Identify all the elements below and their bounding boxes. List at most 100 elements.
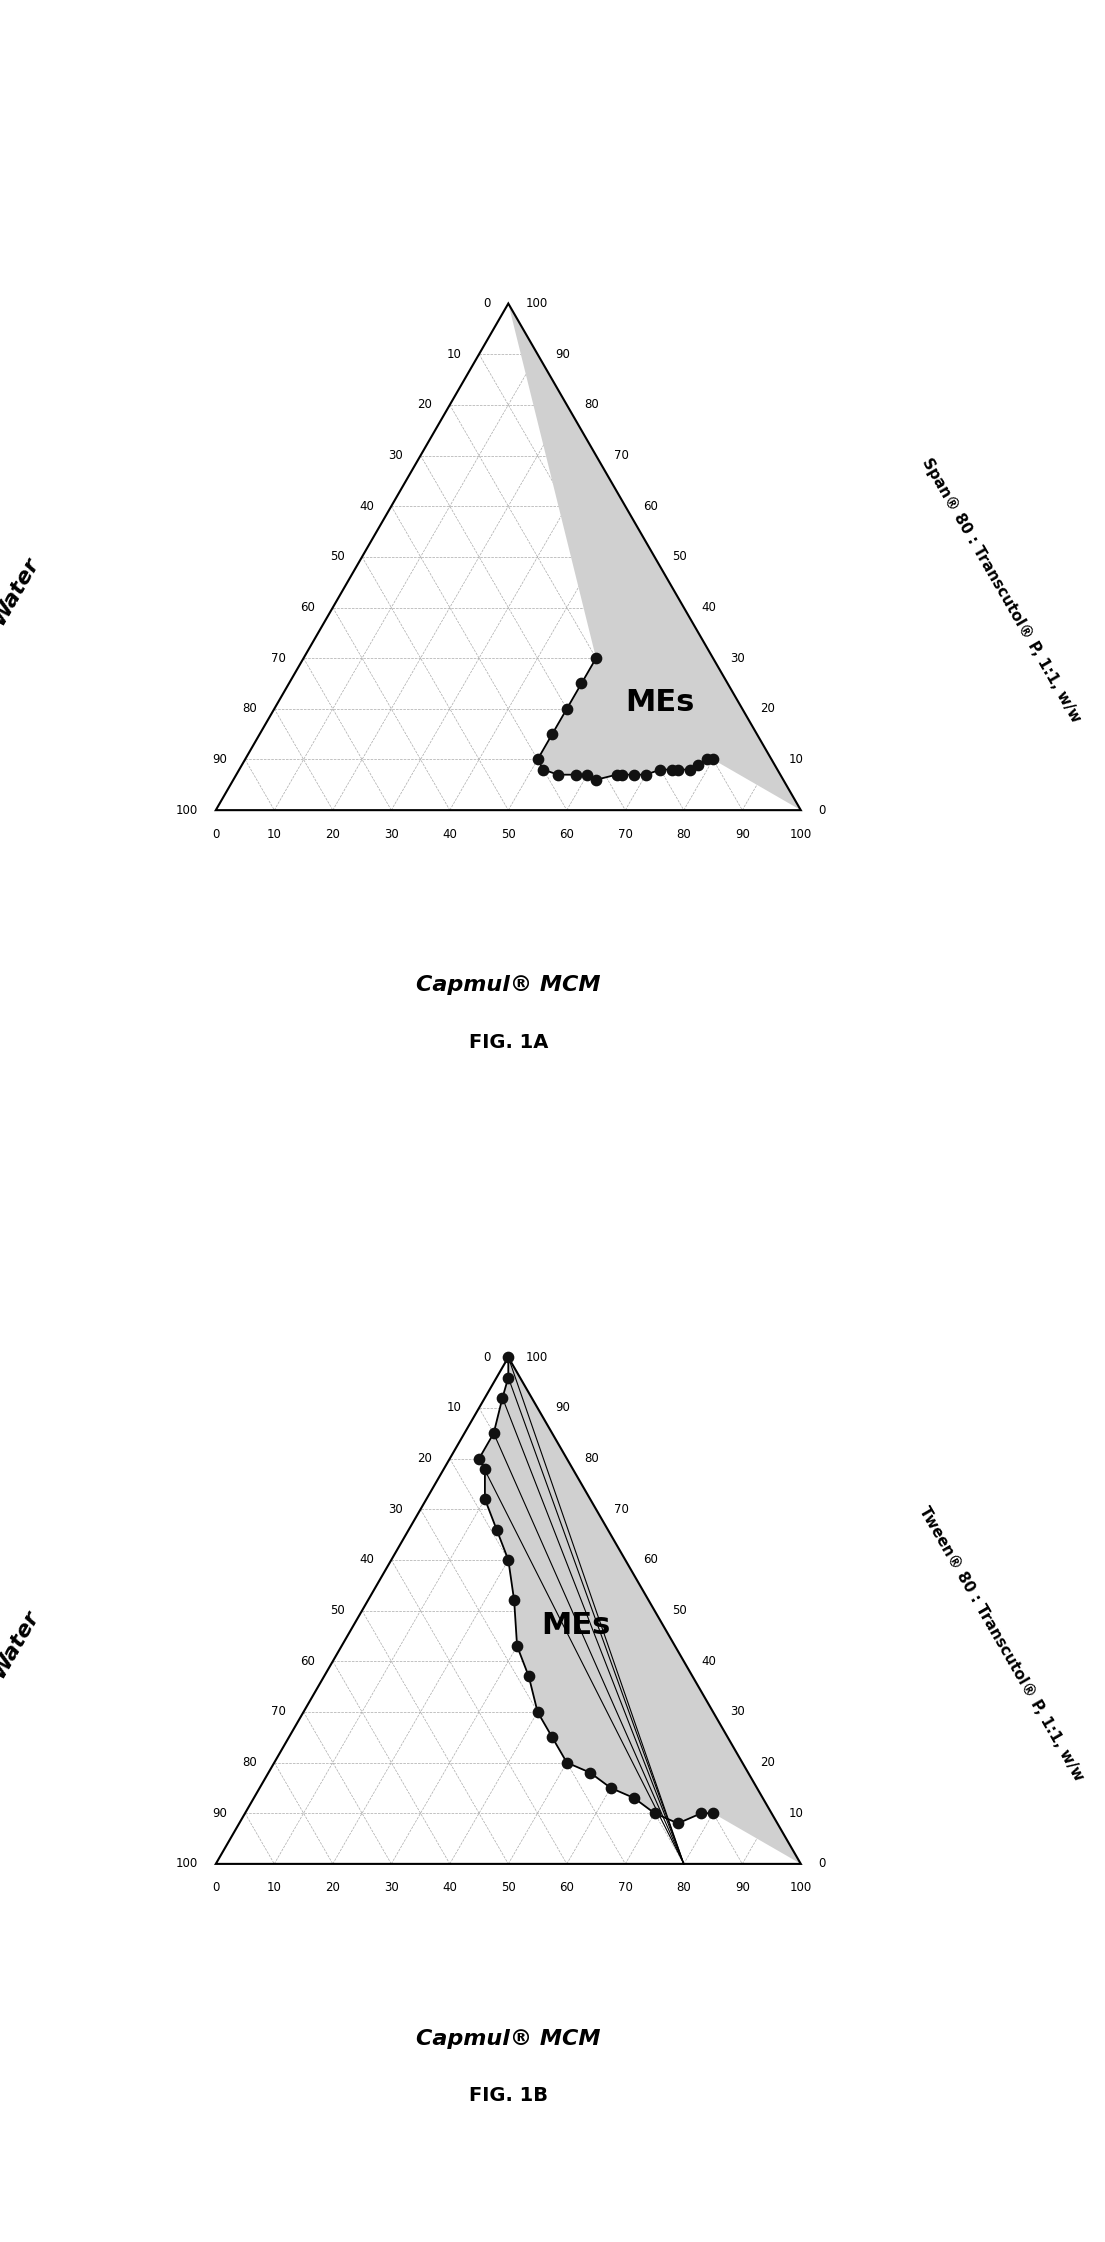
Point [567,758,585,794]
Point [544,1720,561,1755]
Text: 0: 0 [212,1881,220,1894]
Text: 50: 50 [501,827,516,841]
Text: 70: 70 [618,827,633,841]
Text: 20: 20 [760,702,775,715]
Point [587,762,604,798]
Text: 70: 70 [613,1502,629,1516]
Point [499,1359,517,1395]
Text: 30: 30 [730,652,746,664]
Text: 70: 70 [618,1881,633,1894]
Text: Water: Water [0,1608,42,1682]
Point [636,758,654,794]
Text: 80: 80 [242,1755,256,1769]
Point [558,691,576,726]
Point [499,1542,517,1578]
Text: 80: 80 [585,399,599,410]
Polygon shape [508,303,801,809]
Text: 70: 70 [613,448,629,462]
Text: 70: 70 [271,652,286,664]
Text: 100: 100 [790,1881,812,1894]
Text: 0: 0 [212,827,220,841]
Point [625,1780,643,1816]
Text: 60: 60 [559,827,575,841]
Text: 60: 60 [559,1881,575,1894]
Text: 100: 100 [526,296,548,309]
Point [487,1511,505,1547]
Text: 100: 100 [176,1856,198,1870]
Text: 90: 90 [735,1881,749,1894]
Text: 10: 10 [446,348,462,361]
Point [494,1379,512,1415]
Point [505,1583,523,1619]
Text: 50: 50 [329,549,345,563]
Point [499,1338,517,1374]
Point [535,751,552,787]
Text: 60: 60 [301,1655,315,1668]
Text: 40: 40 [702,601,716,614]
Text: 20: 20 [325,1881,340,1894]
Text: Span® 80 : Transcutol® P, 1:1, w/w: Span® 80 : Transcutol® P, 1:1, w/w [919,455,1084,724]
Point [471,1442,488,1477]
Point [602,1769,620,1805]
Point [476,1482,494,1518]
Text: 60: 60 [643,1554,657,1567]
Text: 80: 80 [242,702,256,715]
Text: 90: 90 [555,348,570,361]
Point [645,1796,663,1832]
Point [508,1628,526,1664]
Text: 0: 0 [483,1350,491,1363]
Point [652,751,670,787]
Point [625,758,643,794]
Text: 10: 10 [789,1807,804,1821]
Text: 10: 10 [446,1401,462,1415]
Point [670,1805,687,1841]
Text: 90: 90 [212,753,228,767]
Text: 40: 40 [702,1655,716,1668]
Point [704,1796,722,1832]
Text: MEs: MEs [540,1612,610,1641]
Point [681,751,698,787]
Point [520,1659,538,1695]
Text: 30: 30 [388,448,403,462]
Text: 80: 80 [676,827,691,841]
Text: FIG. 1B: FIG. 1B [469,2087,548,2105]
Text: 30: 30 [388,1502,403,1516]
Text: 0: 0 [819,803,825,816]
Point [528,1695,546,1731]
Text: 50: 50 [672,1603,687,1616]
Polygon shape [480,1356,801,1863]
Text: 90: 90 [212,1807,228,1821]
Text: 0: 0 [819,1856,825,1870]
Point [670,751,687,787]
Text: 70: 70 [271,1706,286,1717]
Point [690,747,707,782]
Point [528,742,546,778]
Text: 100: 100 [176,803,198,816]
Point [485,1415,503,1451]
Text: 50: 50 [329,1603,345,1616]
Text: MEs: MEs [625,688,695,717]
Text: Water: Water [0,554,42,628]
Text: 20: 20 [418,399,432,410]
Point [587,641,604,677]
Text: 40: 40 [442,827,457,841]
Point [578,758,596,794]
Text: 30: 30 [730,1706,746,1717]
Text: Capmul® MCM: Capmul® MCM [417,2029,600,2049]
Point [558,1744,576,1780]
Text: 10: 10 [267,827,282,841]
Text: 80: 80 [585,1453,599,1464]
Point [608,758,625,794]
Text: 50: 50 [672,549,687,563]
Point [663,751,681,787]
Text: 20: 20 [325,827,340,841]
Text: Capmul® MCM: Capmul® MCM [417,975,600,995]
Point [544,715,561,751]
Point [572,666,590,702]
Text: 80: 80 [676,1881,691,1894]
Text: 0: 0 [483,296,491,309]
Text: 40: 40 [359,1554,373,1567]
Text: 40: 40 [442,1881,457,1894]
Text: 60: 60 [301,601,315,614]
Text: 50: 50 [501,1881,516,1894]
